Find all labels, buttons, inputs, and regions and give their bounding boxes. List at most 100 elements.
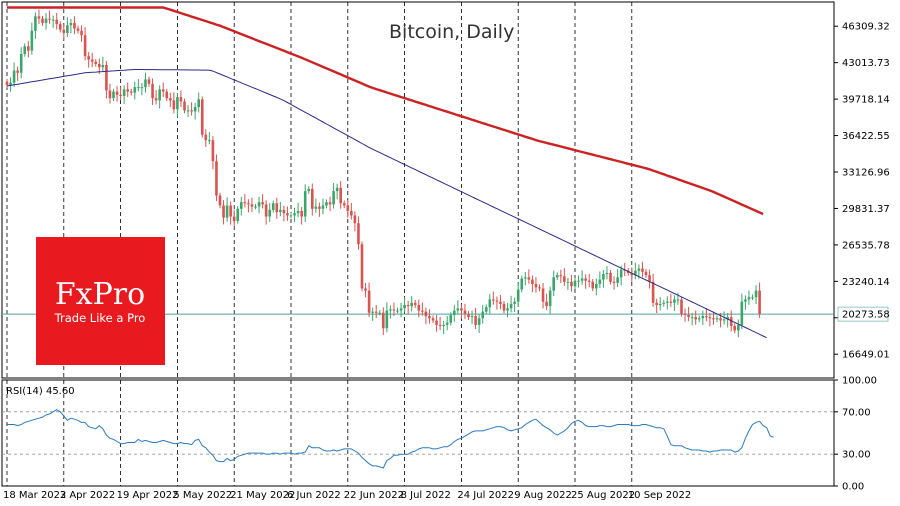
candle-body bbox=[570, 281, 573, 287]
candle-body bbox=[740, 301, 744, 325]
candle-body bbox=[587, 280, 591, 282]
candle-body bbox=[360, 244, 364, 289]
candle-body bbox=[364, 288, 367, 291]
candle-body bbox=[630, 272, 634, 276]
candle-body bbox=[325, 202, 328, 206]
x-tick-label: 21 May 2022 bbox=[230, 490, 295, 501]
candle-body bbox=[548, 290, 552, 307]
y-tick-label: 16649.01 bbox=[842, 350, 890, 361]
candle-body bbox=[197, 99, 200, 108]
candle-body bbox=[612, 281, 616, 283]
candle-body bbox=[488, 299, 492, 308]
candle-body bbox=[403, 305, 406, 309]
candle-body bbox=[385, 310, 389, 329]
candle-body bbox=[151, 83, 154, 99]
candle-body bbox=[516, 289, 520, 302]
candle-body bbox=[12, 70, 16, 83]
candle-body bbox=[94, 61, 98, 64]
fxpro-logo bbox=[36, 237, 165, 365]
candle-body bbox=[470, 316, 474, 318]
candle-body bbox=[541, 288, 545, 302]
candle-body bbox=[545, 301, 548, 307]
candle-body bbox=[307, 188, 311, 192]
candle-body bbox=[268, 209, 271, 217]
candle-body bbox=[303, 191, 307, 217]
candle-body bbox=[257, 202, 261, 207]
candle-body bbox=[30, 30, 34, 51]
candle-body bbox=[484, 307, 488, 312]
candle-body bbox=[126, 89, 129, 92]
candle-body bbox=[193, 107, 197, 112]
candle-body bbox=[66, 25, 69, 33]
candle-body bbox=[396, 310, 399, 312]
candle-body bbox=[531, 279, 534, 284]
candle-body bbox=[683, 313, 687, 315]
candle-body bbox=[254, 206, 257, 208]
candle-body bbox=[275, 203, 279, 213]
candle-body bbox=[83, 35, 87, 57]
candle-body bbox=[406, 305, 410, 307]
candle-body bbox=[726, 317, 729, 320]
candle-body bbox=[673, 299, 676, 303]
candle-body bbox=[445, 322, 449, 325]
candle-body bbox=[378, 312, 382, 314]
candle-body bbox=[250, 204, 254, 207]
candle-body bbox=[694, 317, 697, 320]
candle-body bbox=[208, 140, 211, 142]
candle-body bbox=[595, 284, 598, 289]
candle-body bbox=[62, 29, 66, 33]
candle-body bbox=[690, 317, 694, 319]
candle-body bbox=[101, 65, 105, 68]
candle-body bbox=[417, 305, 421, 311]
candle-body bbox=[73, 23, 76, 29]
candle-body bbox=[87, 56, 90, 60]
candle-body bbox=[286, 213, 289, 216]
y-tick-label: 39718.14 bbox=[842, 95, 890, 106]
candle-body bbox=[339, 187, 342, 204]
candle-body bbox=[179, 97, 183, 102]
candle-body bbox=[342, 203, 346, 206]
candle-body bbox=[122, 89, 126, 96]
candle-body bbox=[332, 191, 335, 205]
candle-body bbox=[616, 277, 619, 283]
candle-body bbox=[218, 195, 222, 206]
candle-body bbox=[186, 110, 190, 112]
candle-body bbox=[204, 134, 208, 141]
candle-body bbox=[48, 18, 51, 20]
candle-body bbox=[538, 287, 541, 289]
candle-body bbox=[580, 278, 584, 281]
candle-body bbox=[509, 303, 513, 309]
y-tick-label: 23240.14 bbox=[842, 277, 890, 288]
candle-body bbox=[719, 318, 722, 321]
candle-body bbox=[41, 18, 44, 24]
candle-body bbox=[513, 301, 516, 304]
candle-body bbox=[431, 318, 435, 321]
candle-body bbox=[34, 16, 37, 31]
candle-body bbox=[492, 299, 495, 301]
candle-body bbox=[154, 98, 158, 101]
candle-body bbox=[399, 308, 403, 311]
x-tick-label: 19 Apr 2022 bbox=[117, 490, 179, 501]
candle-body bbox=[98, 63, 101, 68]
candle-body bbox=[442, 324, 445, 327]
candle-body bbox=[112, 91, 115, 99]
candle-body bbox=[559, 275, 563, 277]
candle-body bbox=[243, 202, 247, 204]
candle-body bbox=[147, 79, 151, 84]
candle-body bbox=[733, 326, 737, 331]
candle-body bbox=[481, 311, 484, 319]
candle-body bbox=[598, 279, 602, 284]
y-tick-label: 46309.32 bbox=[842, 22, 890, 33]
ma-short-line bbox=[6, 69, 767, 339]
candle-body bbox=[236, 208, 240, 221]
candle-body bbox=[44, 18, 48, 24]
candle-body bbox=[328, 202, 332, 205]
x-tick-label: 3 Apr 2022 bbox=[60, 490, 115, 501]
candle-body bbox=[747, 297, 751, 300]
x-tick-label: 8 Jul 2022 bbox=[401, 490, 451, 501]
candle-body bbox=[712, 318, 715, 320]
candle-body bbox=[669, 301, 673, 303]
candle-body bbox=[161, 89, 165, 92]
candle-body bbox=[23, 46, 27, 54]
